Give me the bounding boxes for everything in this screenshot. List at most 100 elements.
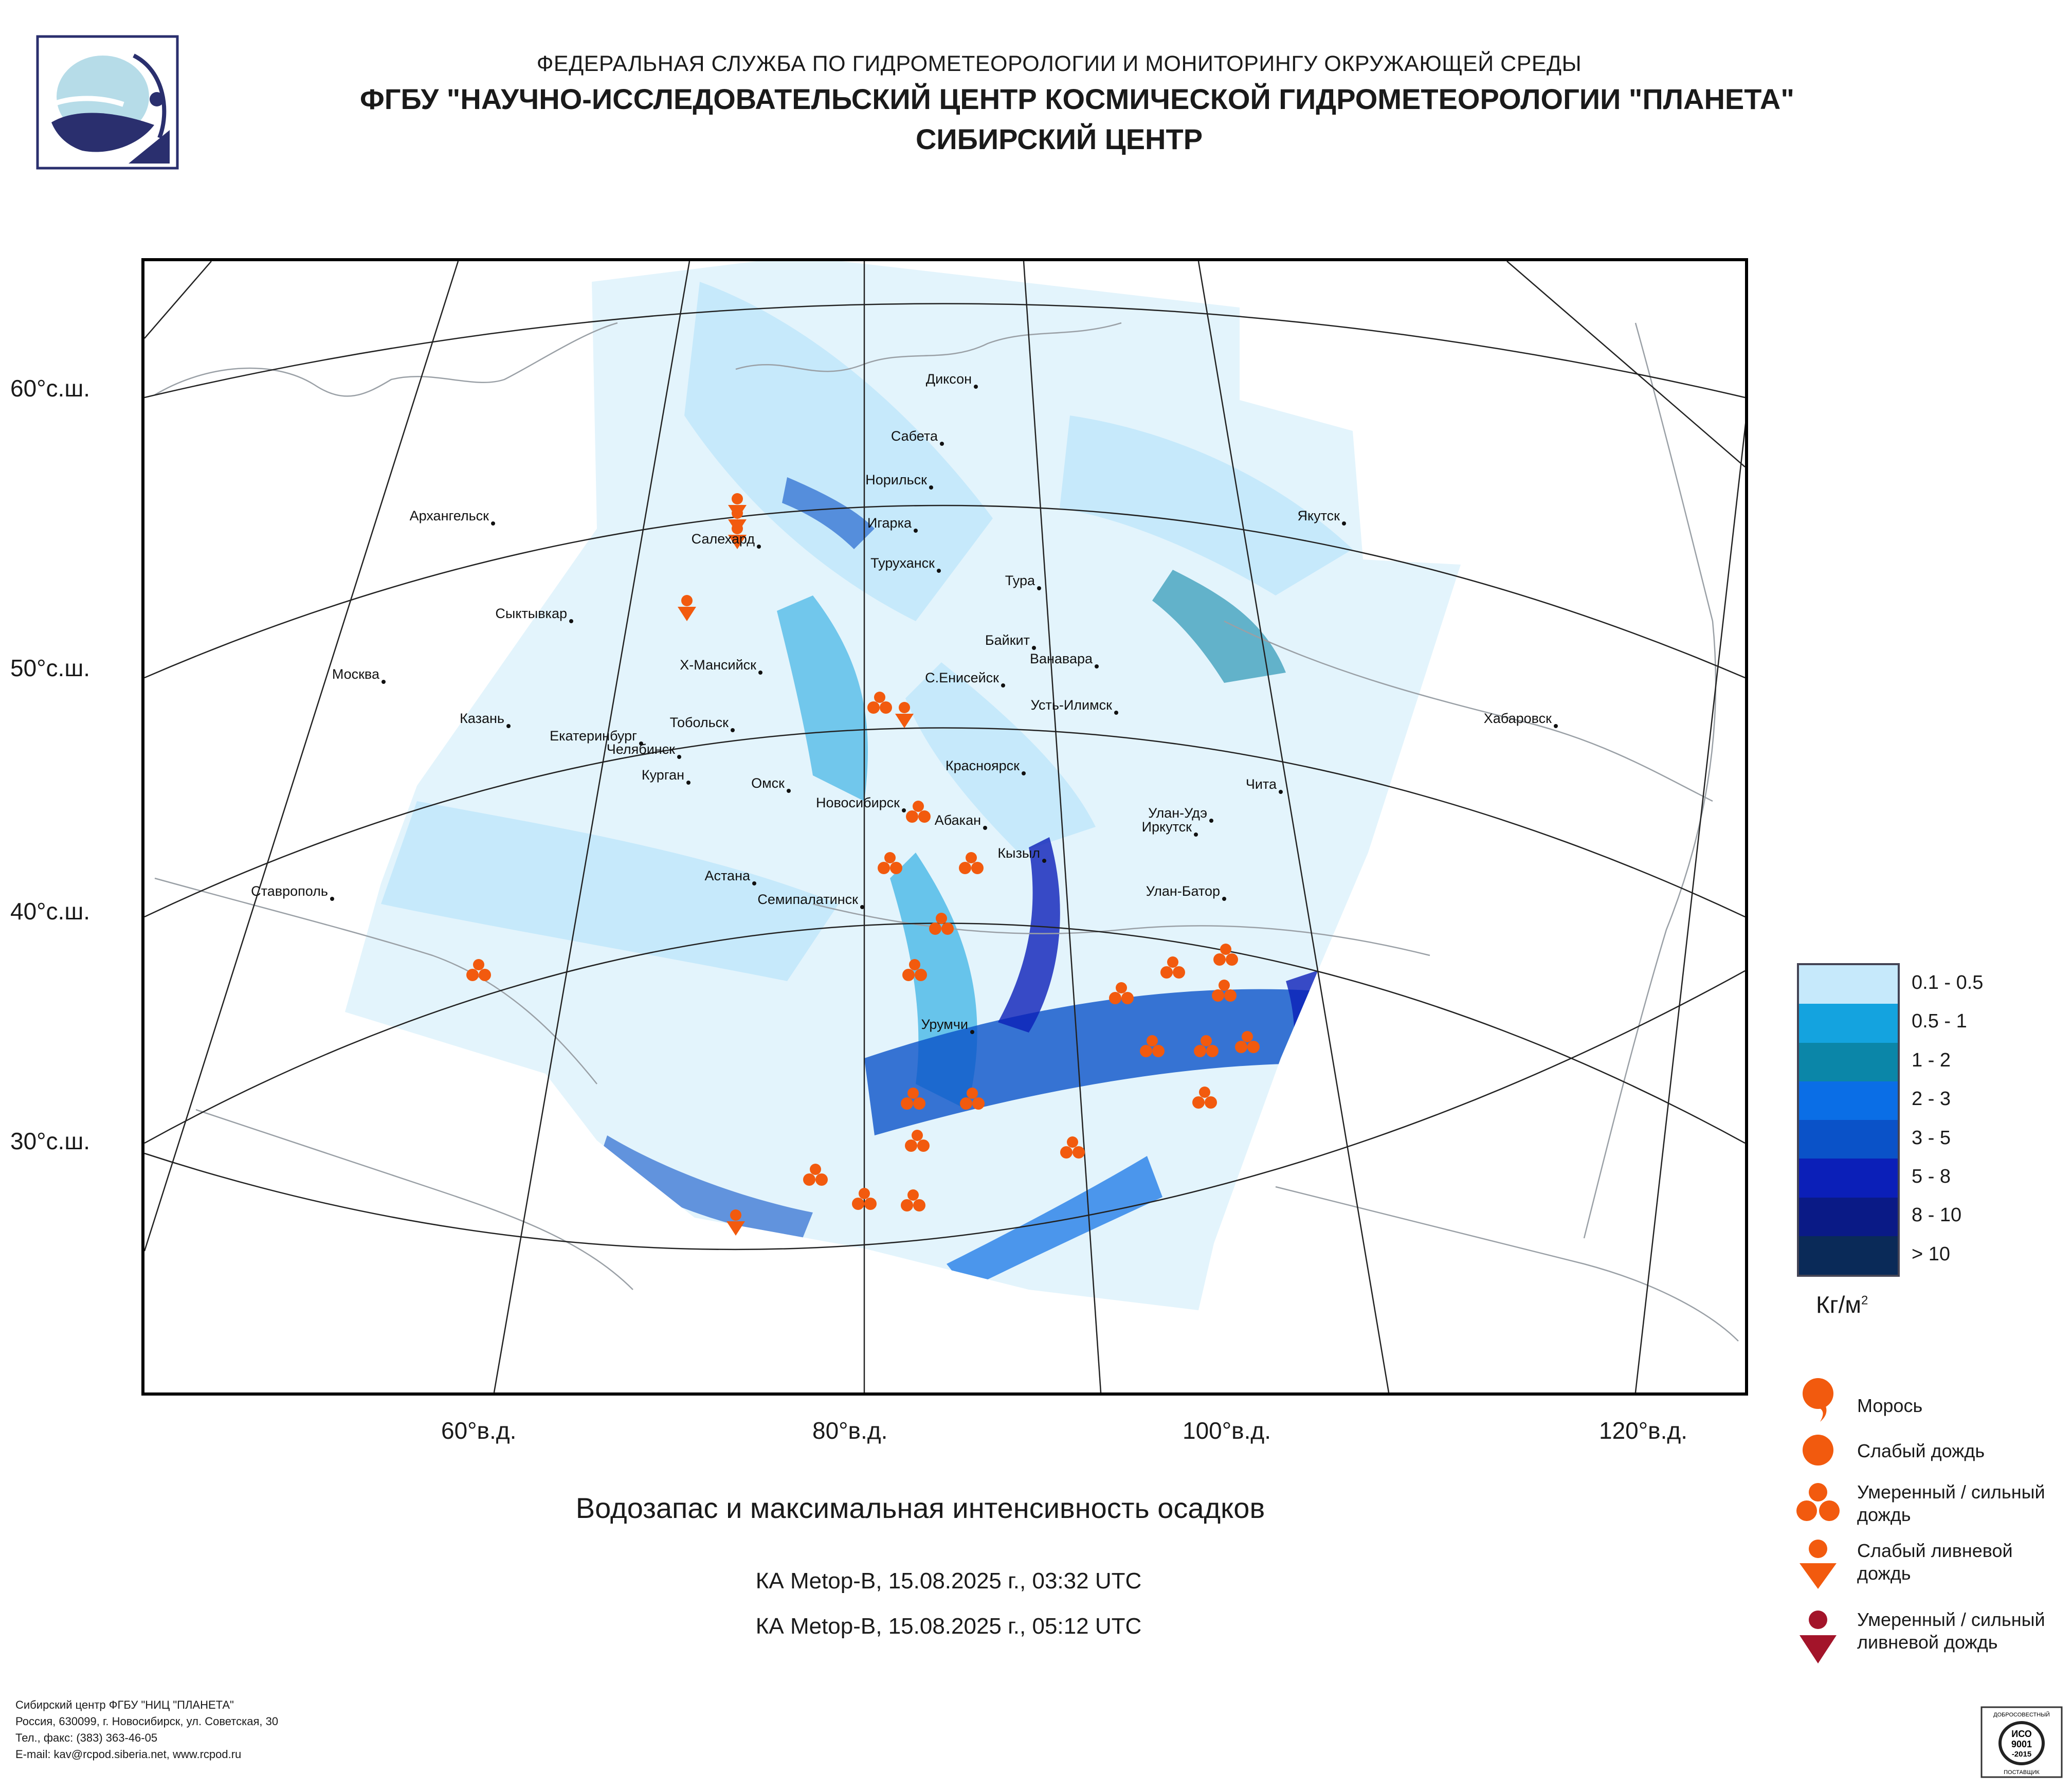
city-dot bbox=[937, 569, 941, 573]
moderate-rain-symbol bbox=[1173, 966, 1185, 979]
city-dot bbox=[330, 897, 334, 901]
legend-label-7: > 10 bbox=[1912, 1243, 1951, 1265]
moderate-rain-symbol bbox=[1213, 953, 1226, 966]
city-label: Х-Мансийск bbox=[680, 657, 756, 673]
light-shower-symbol bbox=[678, 607, 696, 621]
city-labels: Диксон Сабета Норильск Игарка Архангельск Сал… bbox=[251, 371, 1558, 1034]
moderate-rain-icon bbox=[1796, 1483, 1840, 1521]
city-label: Якутск bbox=[1298, 508, 1340, 523]
planeta-logo bbox=[36, 35, 179, 170]
moderate-rain-symbol bbox=[815, 1173, 828, 1186]
legend-bin-5 bbox=[1799, 1159, 1898, 1198]
city-dot bbox=[569, 619, 573, 623]
moderate-rain-symbol bbox=[466, 969, 479, 981]
moderate-rain-symbol bbox=[803, 1173, 815, 1186]
city-dot bbox=[686, 781, 690, 785]
heavy-shower-icon bbox=[1800, 1611, 1837, 1663]
city-label: Курган bbox=[642, 767, 684, 783]
moderate-rain-symbol bbox=[473, 959, 484, 970]
city-label: Екатеринбург bbox=[550, 728, 637, 744]
light-shower-symbol bbox=[730, 1209, 741, 1221]
legend-bin-6 bbox=[1799, 1197, 1898, 1236]
footer-email[interactable]: E-mail: kav@rcpod.siberia.net, www.rcpod… bbox=[15, 1748, 242, 1761]
lat-label-50: 50°с.ш. bbox=[10, 655, 90, 681]
city-dot bbox=[1114, 711, 1118, 715]
city-dot bbox=[1032, 646, 1036, 650]
city-dot bbox=[787, 789, 791, 793]
city-dot bbox=[974, 385, 978, 389]
moderate-rain-symbol bbox=[1247, 1041, 1260, 1053]
legend-bin-7 bbox=[1799, 1236, 1898, 1275]
city-label: Чита bbox=[1246, 776, 1277, 792]
svg-text:-2015: -2015 bbox=[2012, 1750, 2031, 1759]
water-content-legend bbox=[1797, 963, 1900, 1277]
moderate-rain-symbol bbox=[909, 959, 920, 970]
city-dot bbox=[731, 728, 735, 732]
moderate-rain-symbol bbox=[901, 1097, 913, 1110]
lat-label-40: 40°с.ш. bbox=[10, 898, 90, 925]
moderate-rain-symbol bbox=[901, 1199, 913, 1211]
moderate-rain-symbol bbox=[1073, 1146, 1085, 1159]
footer-org: Сибирский центр ФГБУ "НИЦ "ПЛАНЕТА" bbox=[15, 1698, 234, 1711]
moderate-rain-symbol bbox=[859, 1188, 870, 1199]
header-agency: ФЕДЕРАЛЬНАЯ СЛУЖБА ПО ГИДРОМЕТЕОРОЛОГИИ … bbox=[536, 51, 1582, 76]
moderate-rain-symbol bbox=[941, 922, 954, 935]
lon-label-80: 80°в.д. bbox=[812, 1417, 888, 1444]
moderate-rain-symbol bbox=[929, 922, 941, 935]
city-label: Новосибирск bbox=[816, 795, 900, 810]
lat-label-60: 60°с.ш. bbox=[10, 375, 90, 402]
city-label: С.Енисейск bbox=[925, 670, 999, 685]
precipitation-map[interactable]: Диксон Сабета Норильск Игарка Архангельск Сал… bbox=[141, 258, 1748, 1396]
moderate-rain-symbol bbox=[867, 701, 880, 714]
svg-text:ИСО: ИСО bbox=[2011, 1729, 2032, 1739]
city-label: Кызыл bbox=[997, 845, 1040, 861]
light-shower-symbol bbox=[732, 523, 743, 534]
city-dot bbox=[381, 680, 386, 684]
city-label: Усть-Илимск bbox=[1031, 697, 1113, 713]
heavy-shower-label: Умеренный / сильный ливневой дождь bbox=[1857, 1609, 2045, 1653]
city-label: Абакан bbox=[935, 812, 981, 828]
city-label: Норильск bbox=[865, 472, 927, 487]
lon-label-100: 100°в.д. bbox=[1183, 1417, 1271, 1444]
light-shower-label: Слабый ливневой дождь bbox=[1857, 1540, 2013, 1584]
city-label: Архангельск bbox=[410, 508, 489, 523]
moderate-rain-symbol bbox=[884, 852, 896, 863]
light-rain-label: Слабый дождь bbox=[1857, 1440, 1985, 1461]
city-dot bbox=[914, 529, 918, 533]
city-dot bbox=[929, 485, 933, 490]
moderate-rain-symbol bbox=[966, 852, 977, 863]
moderate-rain-symbol bbox=[913, 1199, 925, 1211]
symbol-legend-icons bbox=[1796, 1378, 1840, 1663]
city-dot bbox=[1022, 771, 1026, 775]
moderate-rain-symbol bbox=[1116, 982, 1127, 993]
moderate-rain-symbol bbox=[1226, 953, 1238, 966]
moderate-rain-symbol bbox=[1220, 944, 1231, 955]
moderate-rain-symbol bbox=[1167, 956, 1178, 968]
svg-text:9001: 9001 bbox=[2011, 1739, 2032, 1749]
moderate-rain-symbol bbox=[907, 1088, 919, 1099]
graticule bbox=[144, 261, 1745, 1392]
moderate-rain-symbol bbox=[1152, 1045, 1165, 1057]
city-label: Красноярск bbox=[946, 758, 1020, 773]
city-label: Челябинск bbox=[607, 741, 675, 757]
legend-bin-3 bbox=[1799, 1081, 1898, 1120]
city-label: Ставрополь bbox=[251, 883, 328, 899]
legend-bin-2 bbox=[1799, 1042, 1898, 1081]
city-label: Семипалатинск bbox=[757, 892, 858, 907]
moderate-rain-symbol bbox=[864, 1198, 877, 1210]
moderate-rain-symbol bbox=[967, 1088, 978, 1099]
moderate-rain-symbol bbox=[1206, 1045, 1219, 1057]
coastlines bbox=[154, 322, 1739, 1342]
moderate-rain-symbol bbox=[913, 1097, 925, 1110]
precip-symbols bbox=[466, 493, 1260, 1236]
city-dot bbox=[758, 671, 762, 675]
light-shower-symbol bbox=[732, 493, 743, 504]
moderate-rain-symbol bbox=[971, 862, 984, 874]
moderate-rain-symbol bbox=[913, 801, 924, 812]
city-label: Москва bbox=[332, 666, 380, 682]
city-dot bbox=[757, 545, 761, 549]
moderate-rain-symbol bbox=[1192, 1096, 1205, 1109]
moderate-rain-symbol bbox=[890, 862, 902, 874]
moderate-rain-symbol bbox=[915, 969, 927, 981]
city-dot bbox=[1554, 724, 1558, 728]
